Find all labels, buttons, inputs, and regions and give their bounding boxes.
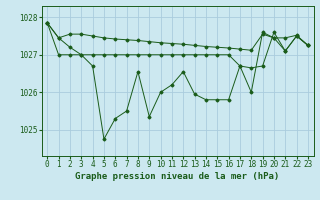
X-axis label: Graphe pression niveau de la mer (hPa): Graphe pression niveau de la mer (hPa) xyxy=(76,172,280,181)
